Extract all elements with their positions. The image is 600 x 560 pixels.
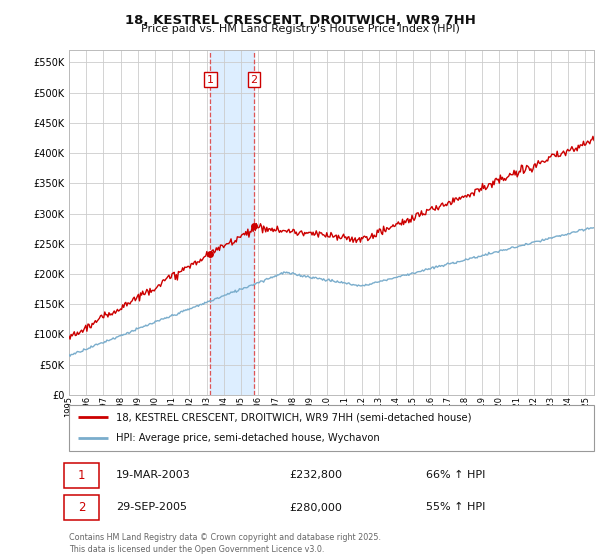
Text: 19-MAR-2003: 19-MAR-2003: [116, 470, 191, 480]
FancyBboxPatch shape: [64, 463, 100, 488]
FancyBboxPatch shape: [64, 495, 100, 520]
Text: 18, KESTREL CRESCENT, DROITWICH, WR9 7HH: 18, KESTREL CRESCENT, DROITWICH, WR9 7HH: [125, 14, 475, 27]
Text: £232,800: £232,800: [290, 470, 343, 480]
Text: Contains HM Land Registry data © Crown copyright and database right 2025.
This d: Contains HM Land Registry data © Crown c…: [69, 533, 381, 554]
Text: 29-SEP-2005: 29-SEP-2005: [116, 502, 187, 512]
Text: 55% ↑ HPI: 55% ↑ HPI: [426, 502, 485, 512]
FancyBboxPatch shape: [69, 405, 594, 451]
Text: 1: 1: [207, 74, 214, 85]
Text: Price paid vs. HM Land Registry's House Price Index (HPI): Price paid vs. HM Land Registry's House …: [140, 24, 460, 34]
Text: HPI: Average price, semi-detached house, Wychavon: HPI: Average price, semi-detached house,…: [116, 433, 380, 444]
Text: £280,000: £280,000: [290, 502, 343, 512]
Text: 18, KESTREL CRESCENT, DROITWICH, WR9 7HH (semi-detached house): 18, KESTREL CRESCENT, DROITWICH, WR9 7HH…: [116, 412, 472, 422]
Bar: [211, 50, 254, 395]
Text: 1: 1: [78, 469, 85, 482]
Text: 2: 2: [250, 74, 257, 85]
Text: 2: 2: [78, 501, 85, 514]
Text: 66% ↑ HPI: 66% ↑ HPI: [426, 470, 485, 480]
